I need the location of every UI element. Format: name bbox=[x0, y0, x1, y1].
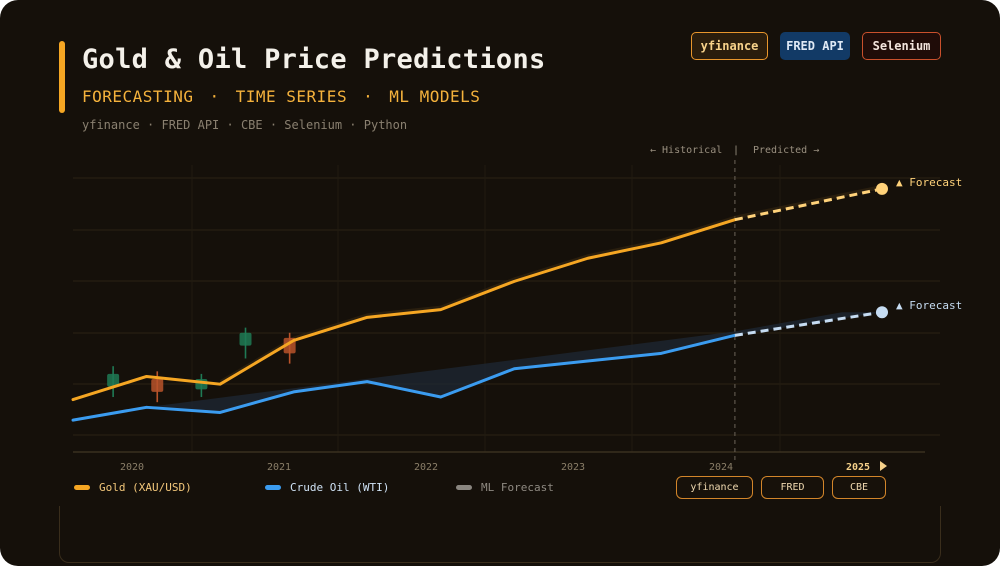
oil-forecast-line bbox=[734, 310, 883, 337]
legend-ml-forecast: ML Forecast bbox=[456, 481, 554, 494]
tag-separator: · bbox=[363, 87, 374, 106]
tag-separator: · bbox=[209, 87, 220, 106]
legend-label-oil: Crude Oil (WTI) bbox=[290, 481, 390, 494]
legend-oil: Crude Oil (WTI) bbox=[265, 481, 389, 494]
x-tick-label: 2024 bbox=[709, 462, 733, 473]
tag-ml-models: ML MODELS bbox=[389, 87, 481, 106]
oil-forecast-point bbox=[876, 306, 888, 319]
forecast-bands bbox=[146, 184, 882, 413]
gold-forecast-point bbox=[876, 182, 888, 195]
oil-forecast-label: ▲ Forecast bbox=[896, 299, 962, 312]
historical-label: ← Historical bbox=[650, 145, 723, 156]
subtitle-tags: FORECASTING · TIME SERIES · ML MODELS bbox=[82, 87, 480, 106]
candle-body bbox=[239, 332, 252, 346]
legend-swatch-ml bbox=[456, 485, 472, 490]
badge-yfinance[interactable]: yfinance bbox=[691, 32, 768, 60]
x-tick-label: 2022 bbox=[414, 462, 438, 473]
x-tick-label: 2020 bbox=[120, 462, 144, 473]
gold-line bbox=[71, 218, 737, 402]
tag-time-series: TIME SERIES bbox=[235, 87, 348, 106]
source-button-fred[interactable]: FRED bbox=[761, 476, 824, 499]
candle-body bbox=[151, 379, 164, 392]
candlesticks bbox=[107, 327, 296, 403]
page-title: Gold & Oil Price Predictions bbox=[82, 44, 546, 75]
grid bbox=[73, 160, 940, 462]
title-accent-bar bbox=[59, 41, 65, 113]
source-button-yfinance[interactable]: yfinance bbox=[676, 476, 753, 499]
oil-confidence-band bbox=[146, 312, 882, 413]
source-button-cbe[interactable]: CBE bbox=[832, 476, 886, 499]
legend-label-gold: Gold (XAU/USD) bbox=[99, 481, 192, 494]
forecast-lines: ▲ Forecast ▲ Forecast bbox=[734, 176, 962, 337]
legend-label-ml: ML Forecast bbox=[481, 481, 554, 494]
gold-confidence-band bbox=[220, 184, 882, 385]
x-tick-label: 2025 bbox=[846, 462, 870, 473]
legend-swatch-gold bbox=[74, 485, 90, 490]
gold-forecast-label: ▲ Forecast bbox=[896, 176, 962, 189]
legend-gold: Gold (XAU/USD) bbox=[74, 481, 192, 494]
candle-body bbox=[107, 373, 120, 387]
tag-forecasting: FORECASTING bbox=[82, 87, 194, 106]
series-lines bbox=[71, 218, 737, 422]
legend-swatch-oil bbox=[265, 485, 281, 490]
oil-line bbox=[71, 333, 737, 422]
badge-fred-api[interactable]: FRED API bbox=[780, 32, 850, 60]
play-arrow-icon bbox=[880, 461, 887, 471]
predicted-label: Predicted → bbox=[753, 145, 820, 156]
sources-line: yfinance · FRED API · CBE · Selenium · P… bbox=[82, 118, 408, 132]
x-tick-label: 2021 bbox=[267, 462, 291, 473]
bottom-panel-frame bbox=[59, 506, 941, 563]
badge-selenium[interactable]: Selenium bbox=[862, 32, 941, 60]
x-tick-label: 2023 bbox=[561, 462, 585, 473]
x-axis-ticks: 2020 2021 2022 2023 2024 2025 bbox=[120, 461, 887, 473]
phase-divider: | bbox=[733, 145, 740, 156]
